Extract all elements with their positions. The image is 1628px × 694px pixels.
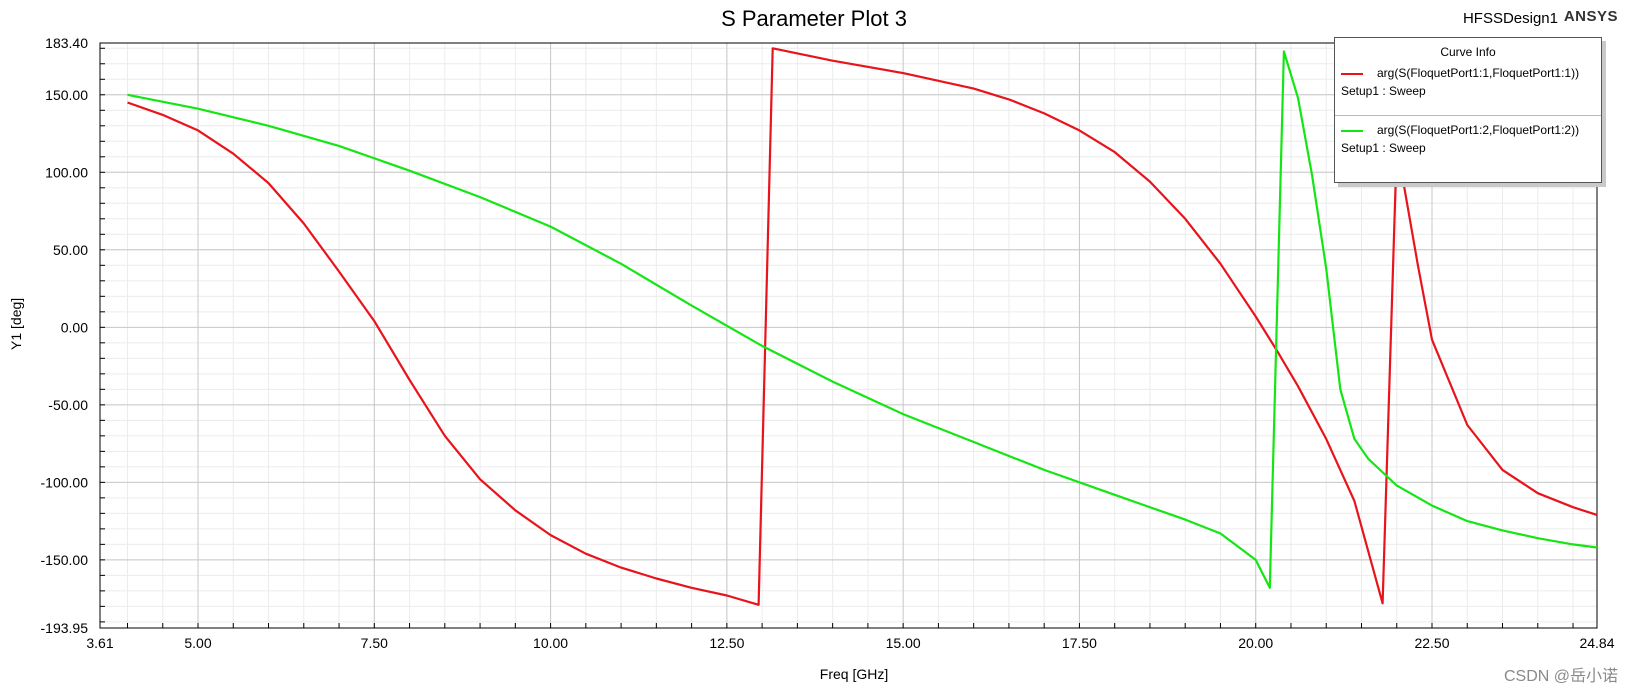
x-tick-label: 20.00 [1238, 635, 1273, 651]
legend-entry-s22[interactable]: arg(S(FloquetPort1:2,FloquetPort1:2)) Se… [1335, 115, 1601, 172]
x-tick-label: 22.50 [1414, 635, 1449, 651]
plot-title: S Parameter Plot 3 [721, 6, 907, 31]
design-name: HFSSDesign1 [1462, 10, 1558, 27]
brand-logo: ANSYS [1563, 8, 1618, 25]
y-tick-label: -50.00 [48, 397, 88, 413]
y-tick-label: 50.00 [53, 242, 88, 258]
y-tick-label: 150.00 [45, 87, 88, 103]
x-tick-labels: 3.61 5.00 7.50 10.00 12.50 15.00 17.50 20.00 22.… [86, 635, 1614, 651]
legend-series-name: arg(S(FloquetPort1:1,FloquetPort1:1)) [1377, 66, 1580, 80]
x-tick-label: 24.84 [1579, 635, 1614, 651]
y-tick-label: -150.00 [41, 552, 89, 568]
legend-series-setup: Setup1 : Sweep [1341, 141, 1426, 155]
legend-title: Curve Info [1440, 45, 1496, 59]
y-tick-label: 0.00 [61, 319, 88, 335]
legend-series-setup: Setup1 : Sweep [1341, 84, 1426, 98]
legend-series-name: arg(S(FloquetPort1:2,FloquetPort1:2)) [1377, 123, 1580, 137]
legend-swatch-s22 [1341, 130, 1363, 132]
x-tick-label: 3.61 [86, 635, 113, 651]
x-tick-label: 10.00 [533, 635, 568, 651]
y-tick-labels: 183.40 150.00 100.00 50.00 0.00 -50.00 -100.00… [41, 35, 89, 636]
legend-swatch-s11 [1341, 73, 1363, 75]
y-tick-label: -193.95 [41, 620, 89, 636]
y-tick-label: -100.00 [41, 474, 89, 490]
legend-entry-s11[interactable]: arg(S(FloquetPort1:1,FloquetPort1:1)) Se… [1335, 59, 1601, 115]
y-tick-label: 100.00 [45, 164, 88, 180]
axis-ticks [100, 47, 1574, 628]
legend[interactable]: Curve Info arg(S(FloquetPort1:1,FloquetP… [1334, 37, 1602, 183]
x-tick-label: 15.00 [886, 635, 921, 651]
x-axis-label: Freq [GHz] [819, 666, 889, 682]
x-tick-label: 12.50 [709, 635, 744, 651]
plot-area-border [99, 42, 1598, 629]
y-axis-label: Y1 [deg] [8, 297, 24, 350]
watermark: CSDN @岳小诺 [1503, 668, 1618, 685]
x-tick-label: 5.00 [184, 635, 211, 651]
series-line-s22 [127, 50, 1598, 589]
x-tick-label: 7.50 [361, 635, 388, 651]
y-tick-label: 183.40 [45, 35, 88, 51]
x-tick-label: 17.50 [1062, 635, 1097, 651]
